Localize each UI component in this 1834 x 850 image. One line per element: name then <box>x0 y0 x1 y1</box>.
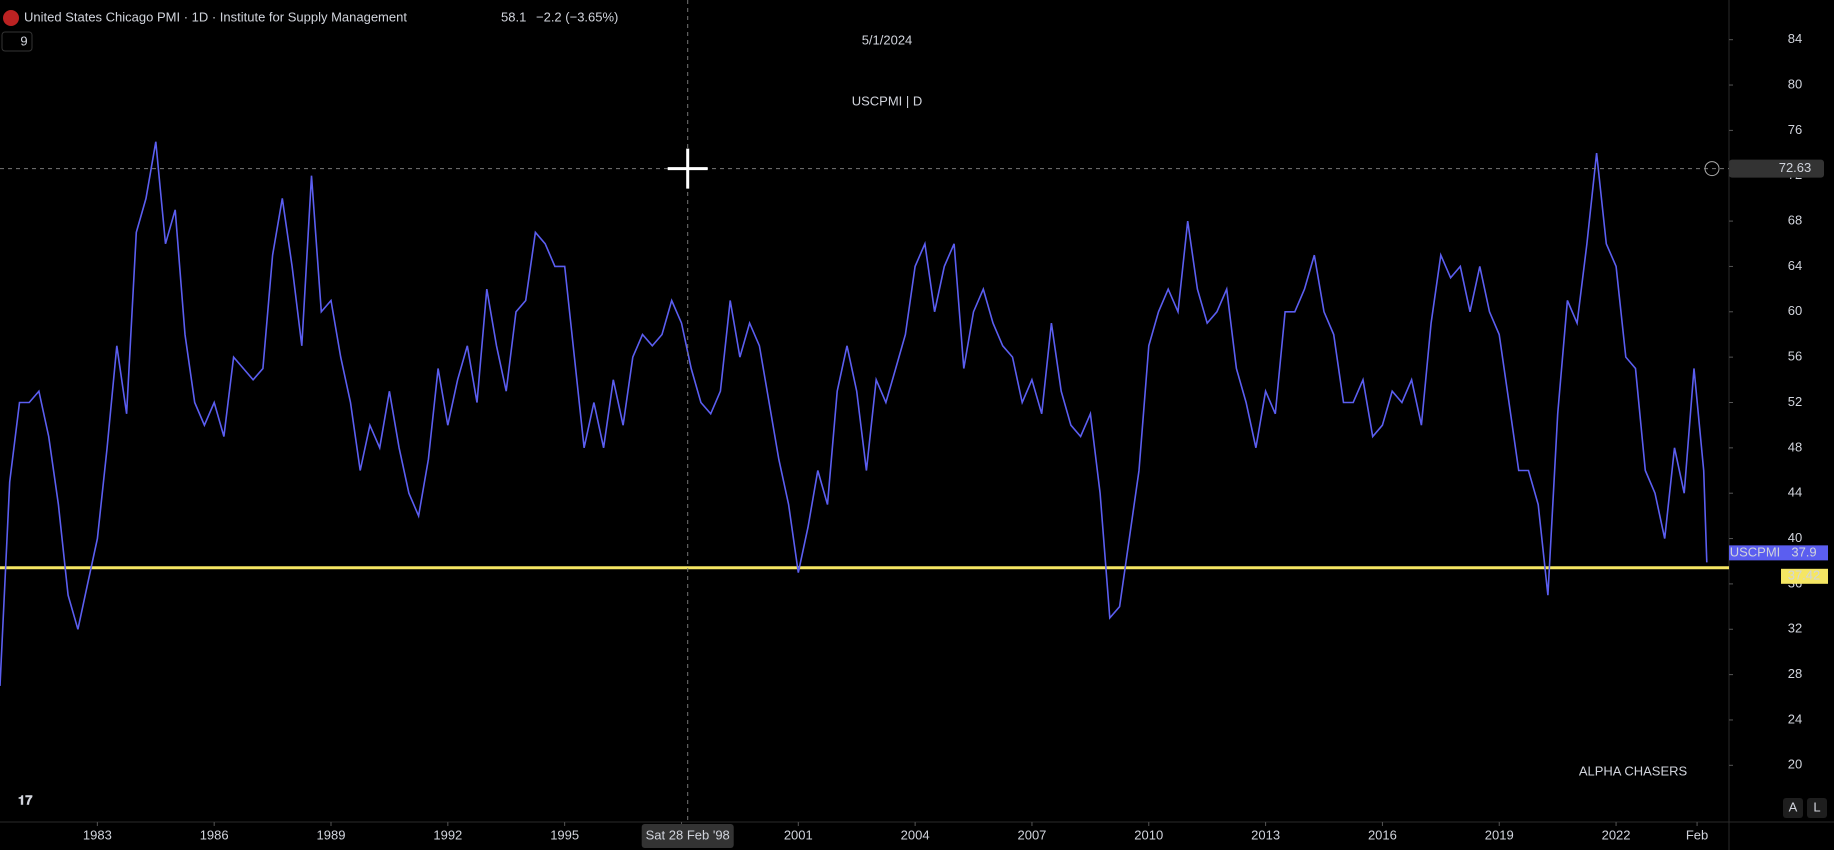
x-tick-label: 2001 <box>784 827 813 842</box>
crosshair-x-tag <box>641 824 734 848</box>
last-value-tag <box>1781 545 1828 561</box>
x-tick-label: 2019 <box>1485 827 1514 842</box>
y-tick-label: 24 <box>1788 711 1802 726</box>
y-tick-label: 56 <box>1788 349 1802 364</box>
y-tick-label: 28 <box>1788 666 1802 681</box>
crosshair-x-label: Sat 28 Feb '98 <box>646 827 730 842</box>
collapse-button[interactable] <box>1 31 33 52</box>
x-tick-label: 2007 <box>1017 827 1046 842</box>
header-change: −2.2 (−3.65%) <box>536 9 618 24</box>
hline-value-label: 37.42 <box>1788 568 1821 583</box>
x-tick-label: 1989 <box>317 827 346 842</box>
flag-icon <box>3 10 19 26</box>
x-tick-label: 2016 <box>1368 827 1397 842</box>
x-tick-label: 1995 <box>550 827 579 842</box>
y-tick-label: 40 <box>1788 530 1802 545</box>
y-tick-label: 80 <box>1788 76 1802 91</box>
y-tick-label: 60 <box>1788 303 1802 318</box>
tv-logo: 𝟏𝟕 <box>18 792 33 807</box>
x-tick-label: 2022 <box>1602 827 1631 842</box>
watermark-symbol: USCPMI | D <box>852 93 923 108</box>
x-tick-label: 1992 <box>433 827 462 842</box>
x-tick-label: 1986 <box>200 827 229 842</box>
last-value-label: 37.9 <box>1791 544 1816 559</box>
series-name-label: USCPMI <box>1730 544 1781 559</box>
x-tick-label: 2004 <box>901 827 930 842</box>
x-tick-label: 2010 <box>1134 827 1163 842</box>
brand: ALPHA CHASERS <box>1579 763 1688 778</box>
y-tick-label: 44 <box>1788 485 1802 500</box>
y-tick-label: 68 <box>1788 213 1802 228</box>
y-tick-label: 32 <box>1788 621 1802 636</box>
y-tick-label: 64 <box>1788 258 1802 273</box>
scale-buttons: A L <box>1783 798 1827 818</box>
y-tick-label: 76 <box>1788 122 1802 137</box>
add-alert-button <box>1704 161 1720 177</box>
chart-title: United States Chicago PMI · 1D · Institu… <box>24 9 407 24</box>
crosshair-y-tag <box>1729 159 1824 178</box>
x-tick-label: Feb <box>1686 827 1708 842</box>
scale-button[interactable] <box>1807 798 1827 818</box>
crosshair-cursor <box>667 148 708 189</box>
x-tick-label: 1983 <box>83 827 112 842</box>
scale-button[interactable] <box>1783 798 1803 818</box>
watermark-date: 5/1/2024 <box>862 32 913 47</box>
series-name-tag <box>1729 545 1781 561</box>
interval-badge[interactable]: 9 <box>20 33 27 48</box>
y-tick-label: 20 <box>1788 757 1802 772</box>
y-tick-label: 84 <box>1788 31 1802 46</box>
y-tick-label: 52 <box>1788 394 1802 409</box>
y-tick-label: 48 <box>1788 439 1802 454</box>
crosshair-y-label: 72.63 <box>1779 160 1812 175</box>
header-value: 58.1 <box>501 9 526 24</box>
scale-button-label[interactable]: L <box>1813 799 1820 814</box>
series-line <box>0 141 1708 686</box>
x-tick-label: 2013 <box>1251 827 1280 842</box>
hline-value-tag <box>1781 568 1828 584</box>
scale-button-label[interactable]: A <box>1789 799 1798 814</box>
